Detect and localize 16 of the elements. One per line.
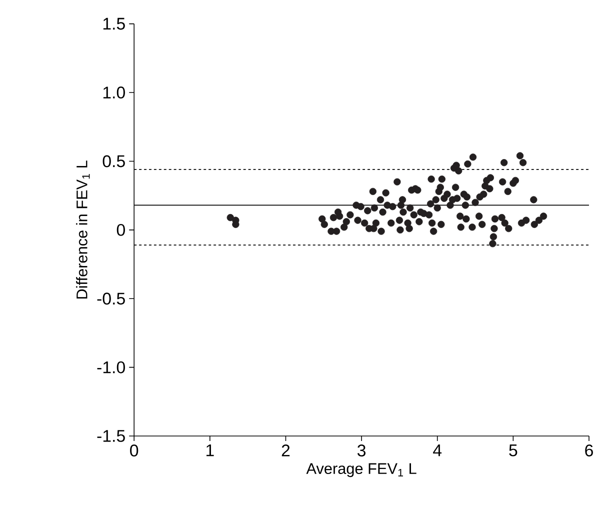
- x-axis-title: Average FEV$_{1}$ L: [306, 463, 416, 477]
- x-tick-label: 2: [282, 444, 290, 456]
- y-tick-label: 1.0: [103, 86, 125, 98]
- x-tick-label: 3: [357, 444, 366, 456]
- x-tick-label: 0: [130, 444, 138, 456]
- x-tick-label: 4: [433, 444, 442, 456]
- y-tick-label: 0.5: [102, 155, 125, 167]
- y-tick-label: -1.5: [97, 430, 125, 442]
- y-tick-label: -0.5: [97, 292, 125, 304]
- x-tick-label: 1: [206, 444, 214, 456]
- y-tick-label: 1.5: [103, 18, 125, 30]
- x-tick-label: 6: [585, 444, 593, 456]
- y-axis-title: Difference in FEV$_{1}$ L: [76, 160, 90, 298]
- y-tick-label: -1.0: [97, 361, 125, 374]
- y-tick-label: 0: [116, 224, 125, 236]
- x-tick-label: 5: [509, 444, 518, 456]
